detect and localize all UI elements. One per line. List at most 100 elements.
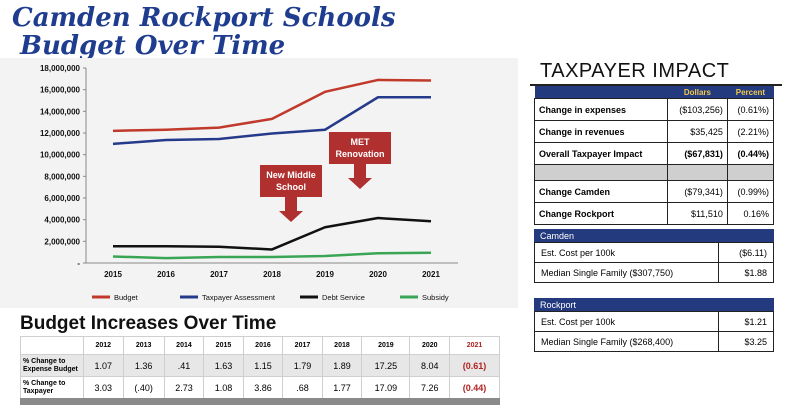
camden-table: Est. Cost per 100k ($6.11) Median Single… <box>534 242 774 283</box>
dollars-cell: ($79,341) <box>667 180 728 203</box>
callout-new-middle-school-label: New Middle <box>266 170 316 180</box>
table-row: Overall Taxpayer Impact ($67,831) (0.44%… <box>534 142 775 165</box>
table-cell: 7.26 <box>409 376 450 399</box>
spacer-cell <box>667 164 728 181</box>
table-row: Change in revenues $35,425 (2.21%) <box>534 120 775 143</box>
row-label: Est. Cost per 100k <box>534 311 719 332</box>
y-tick-label: 8,000,000 <box>44 172 80 181</box>
percent-cell: (0.44%) <box>726 142 775 165</box>
table-footer-bar <box>20 398 500 405</box>
y-tick-label: 18,000,000 <box>40 64 81 73</box>
series-line-taxpayer-assessment <box>112 96 431 146</box>
table-cell: 1.77 <box>321 376 363 399</box>
increases-corner <box>20 336 84 355</box>
callout-met-renovation-arrow <box>348 164 372 189</box>
callout-met-renovation-box <box>329 132 391 164</box>
callout-met-renovation-label: Renovation <box>335 149 384 159</box>
value-cell: $1.88 <box>718 262 774 283</box>
year-header: 2016 <box>242 336 284 355</box>
x-tick-label: 2018 <box>263 270 281 279</box>
page-title: Camden Rockport Schools Budget Over Time <box>12 4 396 60</box>
title-line-1: Camden Rockport Schools <box>12 3 396 33</box>
table-cell: 1.63 <box>203 354 244 377</box>
table-row: Median Single Family ($307,750) $1.88 <box>534 262 774 283</box>
legend-label: Taxpayer Assessment <box>202 293 276 302</box>
taxpayer-corner <box>534 86 668 99</box>
x-tick-label: 2017 <box>210 270 228 279</box>
table-cell: 1.89 <box>321 354 363 377</box>
x-tick-label: 2019 <box>316 270 334 279</box>
row-label: Change in expenses <box>534 98 668 121</box>
table-cell: 8.04 <box>409 354 450 377</box>
table-row: Est. Cost per 100k ($6.11) <box>534 242 774 263</box>
y-tick-label: 14,000,000 <box>40 107 81 116</box>
legend-label: Debt Service <box>322 293 365 302</box>
y-tick-label: - <box>77 259 80 268</box>
table-cell: 1.79 <box>282 354 323 377</box>
percent-header: Percent <box>727 86 774 99</box>
series-line-budget <box>112 78 432 133</box>
series-line-subsidy <box>112 251 432 260</box>
table-cell: 1.36 <box>122 354 165 377</box>
table-cell: 17.25 <box>361 354 411 377</box>
y-tick-label: 12,000,000 <box>40 129 81 138</box>
year-header: 2017 <box>282 336 323 355</box>
x-tick-label: 2021 <box>422 270 440 279</box>
row-label: Change in revenues <box>534 120 668 143</box>
dollars-header: Dollars <box>667 86 728 99</box>
table-row: Change Camden ($79,341) (0.99%) <box>534 180 775 203</box>
row-label: Median Single Family ($268,400) <box>534 331 719 352</box>
increases-header-row: 2012 2013 2014 2015 2016 2017 2018 2019 … <box>20 336 501 355</box>
row-label: % Change to Expense Budget <box>20 354 84 377</box>
increases-table: 2012 2013 2014 2015 2016 2017 2018 2019 … <box>20 336 501 399</box>
year-header: 2013 <box>122 336 165 355</box>
spacer-cell <box>534 164 668 181</box>
year-header: 2012 <box>83 336 124 355</box>
budget-chart: 18,000,000 16,000,000 14,000,000 12,000,000… <box>0 58 518 308</box>
dollars-cell: $35,425 <box>667 120 728 143</box>
title-line-2: Budget Over Time <box>20 31 286 61</box>
callout-new-middle-school-arrow <box>279 197 303 222</box>
dollars-cell: ($67,831) <box>667 142 728 165</box>
row-label: Median Single Family ($307,750) <box>534 262 719 283</box>
budget-line-chart: 18,000,000 16,000,000 14,000,000 12,000,000… <box>40 64 458 302</box>
dollars-cell: $11,510 <box>667 202 728 225</box>
table-row: % Change to Expense Budget 1.07 1.36 .41… <box>20 354 501 377</box>
callout-met-renovation-label: MET <box>351 137 371 147</box>
spacer-row <box>534 164 775 181</box>
row-label: Est. Cost per 100k <box>534 242 719 263</box>
row-label: % Change to Taxpayer <box>20 376 84 399</box>
table-row: Est. Cost per 100k $1.21 <box>534 311 774 332</box>
dollars-cell: ($103,256) <box>667 98 728 121</box>
left-panel: Camden Rockport Schools Budget Over Time… <box>0 4 518 405</box>
rockport-table: Est. Cost per 100k $1.21 Median Single F… <box>534 311 774 352</box>
table-cell: 1.15 <box>242 354 284 377</box>
spacer-cell <box>726 164 775 181</box>
legend-label: Budget <box>114 293 139 302</box>
table-row: Change Rockport $11,510 0.16% <box>534 202 775 225</box>
percent-cell: (2.21%) <box>726 120 775 143</box>
y-tick-label: 6,000,000 <box>44 194 80 203</box>
value-cell: ($6.11) <box>718 242 774 263</box>
value-cell: $1.21 <box>718 311 774 332</box>
taxpayer-impact-table: Dollars Percent Change in expenses ($103… <box>534 86 775 225</box>
taxpayer-header-row: Dollars Percent <box>534 86 774 99</box>
callout-new-middle-school-label: School <box>276 182 306 192</box>
table-row: Median Single Family ($268,400) $3.25 <box>534 331 774 352</box>
table-cell: (0.44) <box>448 376 501 399</box>
x-tick-label: 2015 <box>104 270 122 279</box>
row-label: Change Rockport <box>534 202 668 225</box>
taxpayer-impact-title: TAXPAYER IMPACT <box>540 60 730 82</box>
percent-cell: (0.99%) <box>726 180 775 203</box>
legend-label: Subsidy <box>422 293 449 302</box>
rockport-header: Rockport <box>534 298 774 311</box>
table-cell: 2.73 <box>163 376 205 399</box>
year-header: 2021 <box>448 336 501 355</box>
table-cell: (.40) <box>122 376 165 399</box>
table-row: Change in expenses ($103,256) (0.61%) <box>534 98 775 121</box>
table-cell: 1.07 <box>83 354 124 377</box>
percent-cell: 0.16% <box>726 202 775 225</box>
rockport-box: Rockport Est. Cost per 100k $1.21 Median… <box>534 298 774 352</box>
year-header: 2014 <box>163 336 205 355</box>
camden-box: Camden Est. Cost per 100k ($6.11) Median… <box>534 229 774 283</box>
